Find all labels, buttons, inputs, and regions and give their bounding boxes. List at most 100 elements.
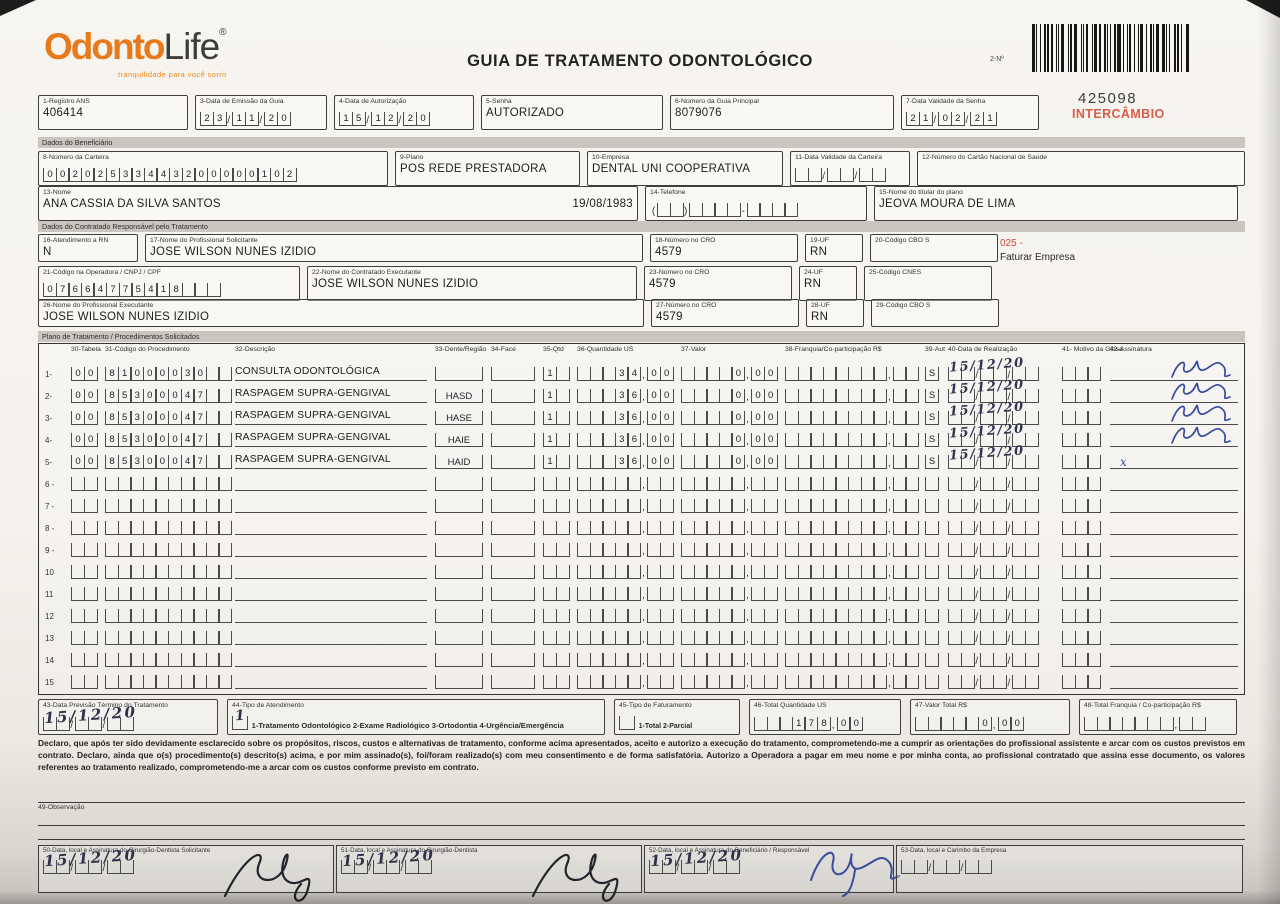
col-motivo-glosa bbox=[1062, 407, 1102, 425]
field-profissional-executante: 26-Nome do Profissional Executante JOSE … bbox=[38, 299, 644, 327]
header-motivo-glosa: 41- Motivo da Glosa bbox=[1062, 346, 1123, 353]
field-uf-executante: 24-UF RN bbox=[799, 266, 857, 301]
col-franquia: , bbox=[785, 649, 920, 667]
col-dente-regiao bbox=[435, 521, 483, 535]
comb-phone: () - bbox=[650, 199, 799, 217]
col-aut: S bbox=[925, 451, 940, 469]
field-label: 17-Nome do Profissional Solicitante bbox=[150, 237, 258, 244]
col-franquia: , bbox=[785, 385, 920, 403]
col-assinatura bbox=[1110, 609, 1238, 623]
col-face bbox=[491, 565, 535, 579]
field-label: 4-Data de Autorização bbox=[339, 98, 407, 105]
field-atendimento-rn: 16-Atendimento a RN N bbox=[38, 234, 138, 262]
note-code: 025 - bbox=[1000, 238, 1023, 249]
col-tabela bbox=[71, 605, 98, 623]
field-value: 406414 bbox=[43, 106, 84, 119]
col-tabela bbox=[71, 671, 98, 689]
odontolife-logo: OdontoLife® bbox=[44, 26, 227, 67]
col-face bbox=[491, 609, 535, 623]
comb-date: / / bbox=[901, 856, 993, 875]
col-descricao bbox=[235, 476, 427, 491]
col-descricao bbox=[235, 674, 427, 689]
col-face bbox=[491, 675, 535, 689]
col-face bbox=[491, 631, 535, 645]
col-descricao bbox=[235, 542, 427, 557]
col-valor: , bbox=[681, 627, 778, 645]
col-quantidade-us: , bbox=[577, 473, 674, 491]
col-qtd bbox=[543, 649, 570, 667]
col-qtd bbox=[543, 473, 570, 491]
logo-text-life: Life bbox=[163, 26, 221, 67]
header-qtd: 35-Qtd bbox=[543, 346, 564, 353]
comb-date: 2 1/0 2/2 1 bbox=[906, 108, 998, 126]
procedure-row: 3- 0 0 8 5 3 0 0 0 4 7 RASPAGEM SUPRA-GENGIVAL HASE 1… bbox=[45, 399, 1238, 425]
col-tabela bbox=[71, 561, 98, 579]
col-data-realizacao: //15/12/20 bbox=[948, 355, 1054, 381]
col-quantidade-us: , bbox=[577, 561, 674, 579]
field-label: 10-Empresa bbox=[592, 154, 630, 161]
field-cnes: 25-Código CNES bbox=[864, 266, 992, 301]
col-aut bbox=[925, 649, 940, 667]
field-label: 26-Nome do Profissional Executante bbox=[43, 302, 154, 309]
col-motivo-glosa bbox=[1062, 605, 1102, 623]
row-number: 3- bbox=[45, 414, 53, 423]
field-uf-solicitante: 19-UF RN bbox=[805, 234, 863, 262]
barcode-number-label: 2-Nº bbox=[990, 56, 1004, 63]
field-contratado-executante: 22-Nome do Contratado Executante JOSE WI… bbox=[307, 266, 637, 301]
procedure-row: 4- 0 0 8 5 3 0 0 0 4 7 RASPAGEM SUPRA-GENGIVAL HAIE 1… bbox=[45, 421, 1238, 447]
guide-number: 425098 bbox=[1078, 90, 1138, 107]
col-descricao bbox=[235, 630, 427, 645]
field-cro-executante: 23-Número no CRO 4579 bbox=[644, 266, 792, 301]
col-motivo-glosa bbox=[1062, 539, 1102, 557]
field-label: 19-UF bbox=[810, 237, 829, 244]
col-aut bbox=[925, 517, 940, 535]
field-label: 11-Data Validade da Carteira bbox=[795, 154, 883, 161]
col-motivo-glosa bbox=[1062, 649, 1102, 667]
col-qtd: 1 bbox=[543, 363, 570, 381]
col-codigo bbox=[105, 649, 233, 667]
col-data-realizacao: //15/12/20 bbox=[948, 443, 1054, 469]
col-motivo-glosa bbox=[1062, 561, 1102, 579]
row-number: 2- bbox=[45, 392, 53, 401]
col-motivo-glosa bbox=[1062, 429, 1102, 447]
col-aut bbox=[925, 539, 940, 557]
col-motivo-glosa bbox=[1062, 363, 1102, 381]
col-aut bbox=[925, 671, 940, 689]
col-valor: , bbox=[681, 561, 778, 579]
comb-date: / / bbox=[795, 164, 887, 182]
dentist-signature bbox=[211, 844, 339, 904]
col-assinatura bbox=[1110, 360, 1238, 381]
field-label: 52-Data, local e Assinatura do Beneficiá… bbox=[649, 847, 810, 854]
col-franquia: , bbox=[785, 539, 920, 557]
field-profissional-solicitante: 17-Nome do Profissional Solicitante JOSE… bbox=[145, 234, 643, 262]
barcode bbox=[1032, 24, 1190, 72]
row-authorization: 1-Registro ANS 406414 3-Data de Emissão … bbox=[38, 95, 1039, 130]
col-aut: S bbox=[925, 363, 940, 381]
col-franquia: , bbox=[785, 517, 920, 535]
row-solicitante: 16-Atendimento a RN N 17-Nome do Profiss… bbox=[38, 234, 998, 262]
col-qtd: 1 bbox=[543, 451, 570, 469]
col-codigo bbox=[105, 495, 233, 513]
col-dente-regiao bbox=[435, 543, 483, 557]
col-face bbox=[491, 367, 535, 381]
field-observacao: 49-Observação bbox=[38, 802, 1245, 840]
row-number: 7 - bbox=[45, 502, 55, 511]
field-value: RN bbox=[811, 310, 829, 323]
col-descricao bbox=[235, 498, 427, 513]
col-codigo bbox=[105, 561, 233, 579]
col-aut bbox=[925, 561, 940, 579]
procedure-row: 10,,, / / bbox=[45, 557, 1238, 579]
field-label: 46-Total Quantidade US bbox=[754, 702, 827, 709]
field-assinatura-beneficiario: 52-Data, local e Assinatura do Beneficiá… bbox=[644, 845, 900, 897]
field-label: 6-Número da Guia Principal bbox=[675, 98, 759, 105]
header-dente: 33-Dente/Região bbox=[435, 346, 487, 353]
field-label: 1-Registro ANS bbox=[43, 98, 90, 105]
logo-text-odonto: Odonto bbox=[44, 26, 166, 67]
col-face bbox=[491, 499, 535, 513]
field-uf-prof: 28-UF RN bbox=[806, 299, 864, 327]
